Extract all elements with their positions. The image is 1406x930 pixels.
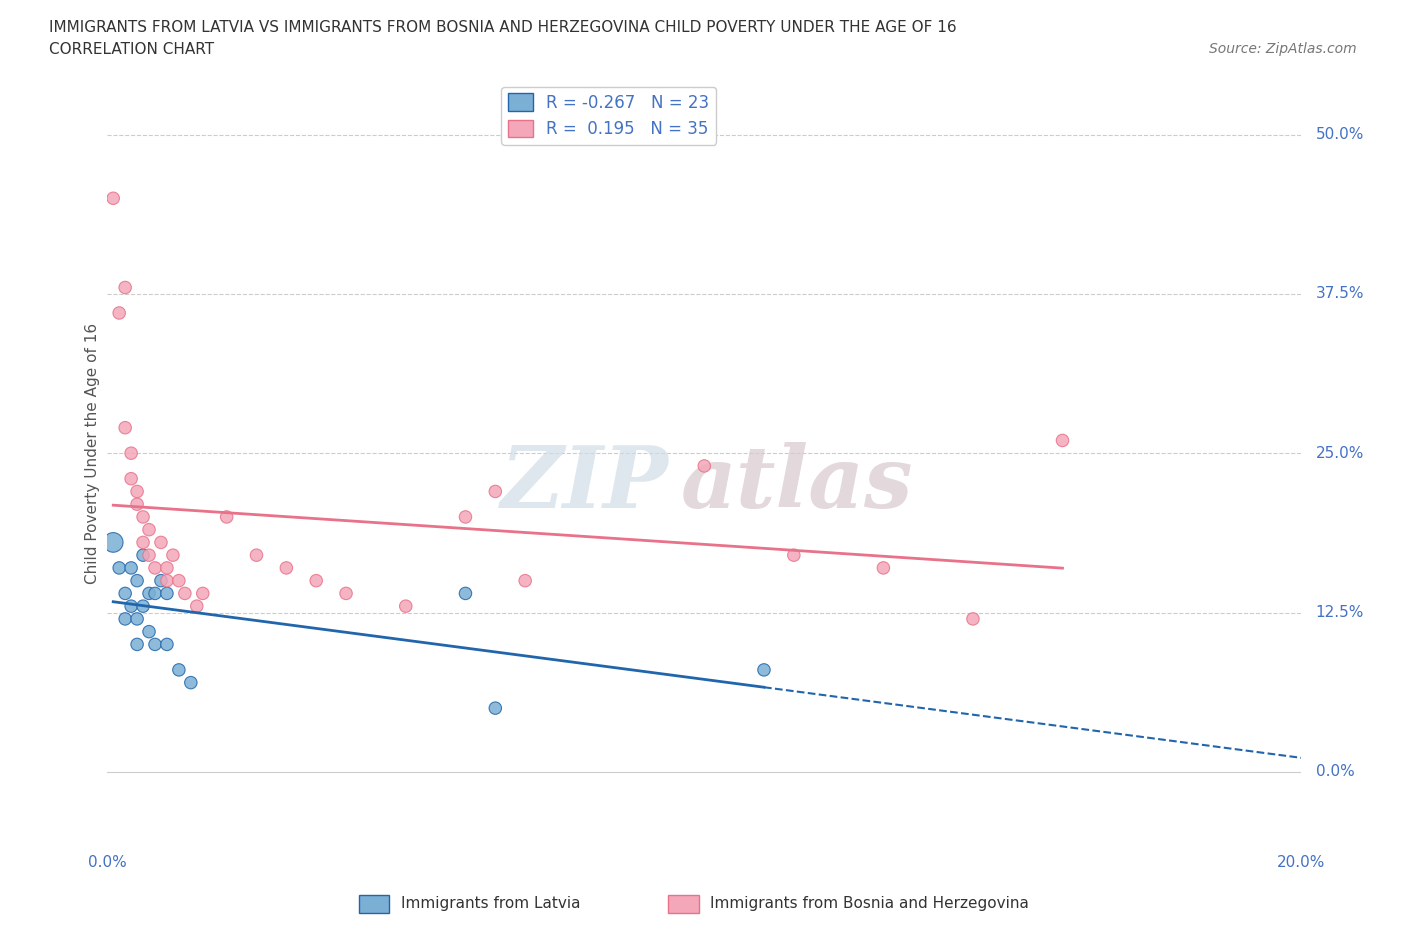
Text: 12.5%: 12.5% [1316, 605, 1364, 620]
Point [132, 510, 155, 525]
Text: Immigrants from Latvia: Immigrants from Latvia [401, 897, 581, 911]
Point [143, 561, 166, 576]
Point [335, 586, 357, 601]
Point [138, 523, 160, 538]
Point [138, 548, 160, 563]
Point [103, 535, 125, 550]
Point [138, 624, 160, 639]
Text: CORRELATION CHART: CORRELATION CHART [49, 42, 214, 57]
Point [173, 586, 195, 601]
Text: 50.0%: 50.0% [1316, 127, 1364, 142]
Point [454, 510, 477, 525]
Point [305, 573, 328, 588]
Point [276, 561, 298, 576]
Text: 25.0%: 25.0% [1316, 445, 1364, 460]
Point [1052, 433, 1074, 448]
Text: atlas: atlas [681, 442, 912, 525]
Point [143, 637, 166, 652]
Legend: R = -0.267   N = 23, R =  0.195   N = 35: R = -0.267 N = 23, R = 0.195 N = 35 [502, 86, 716, 145]
Point [515, 573, 537, 588]
Text: Immigrants from Bosnia and Herzegovina: Immigrants from Bosnia and Herzegovina [710, 897, 1029, 911]
Text: ZIP: ZIP [501, 442, 668, 525]
Point [108, 306, 131, 321]
Text: 0.0%: 0.0% [1316, 764, 1354, 779]
Point [454, 586, 477, 601]
Point [156, 586, 179, 601]
Point [114, 611, 136, 626]
Point [156, 561, 179, 576]
Point [127, 497, 149, 512]
Point [114, 586, 136, 601]
Point [127, 484, 149, 498]
Point [186, 599, 208, 614]
Point [156, 637, 179, 652]
Point [114, 280, 136, 295]
Point [127, 611, 149, 626]
Point [872, 561, 894, 576]
Point [120, 561, 142, 576]
Point [127, 573, 149, 588]
Point [149, 573, 172, 588]
Point [180, 675, 202, 690]
Point [132, 548, 155, 563]
Point [156, 573, 179, 588]
Point [162, 548, 184, 563]
Text: IMMIGRANTS FROM LATVIA VS IMMIGRANTS FROM BOSNIA AND HERZEGOVINA CHILD POVERTY U: IMMIGRANTS FROM LATVIA VS IMMIGRANTS FRO… [49, 20, 957, 35]
Point [245, 548, 267, 563]
Point [120, 599, 142, 614]
Point [215, 510, 238, 525]
Point [167, 573, 190, 588]
Point [191, 586, 214, 601]
Point [143, 586, 166, 601]
Point [693, 458, 716, 473]
Text: 20.0%: 20.0% [1277, 855, 1326, 870]
Point [962, 611, 984, 626]
Point [120, 472, 142, 486]
Point [149, 535, 172, 550]
Point [114, 420, 136, 435]
Point [752, 662, 775, 677]
Point [132, 535, 155, 550]
Point [484, 484, 506, 498]
Point [167, 662, 190, 677]
Point [783, 548, 806, 563]
Point [132, 599, 155, 614]
Y-axis label: Child Poverty Under the Age of 16: Child Poverty Under the Age of 16 [86, 323, 100, 584]
Point [138, 586, 160, 601]
Point [120, 445, 142, 460]
Point [395, 599, 418, 614]
Point [103, 191, 125, 206]
Text: Source: ZipAtlas.com: Source: ZipAtlas.com [1209, 42, 1357, 56]
Text: 0.0%: 0.0% [87, 855, 127, 870]
Point [484, 700, 506, 715]
Point [108, 561, 131, 576]
Point [127, 637, 149, 652]
Text: 37.5%: 37.5% [1316, 286, 1364, 301]
